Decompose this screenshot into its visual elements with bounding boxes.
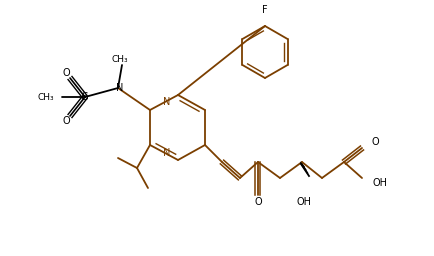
Text: OH: OH — [372, 178, 387, 188]
Text: O: O — [253, 197, 261, 207]
Text: CH₃: CH₃ — [112, 55, 128, 63]
Text: OH: OH — [296, 197, 311, 207]
Text: N: N — [163, 148, 170, 158]
Text: S: S — [82, 92, 88, 102]
Text: N: N — [163, 97, 170, 107]
Text: O: O — [370, 137, 378, 147]
Text: CH₃: CH₃ — [37, 92, 54, 101]
Text: F: F — [262, 5, 267, 15]
Text: O: O — [62, 116, 69, 126]
Text: N: N — [116, 83, 123, 93]
Text: O: O — [62, 68, 69, 78]
